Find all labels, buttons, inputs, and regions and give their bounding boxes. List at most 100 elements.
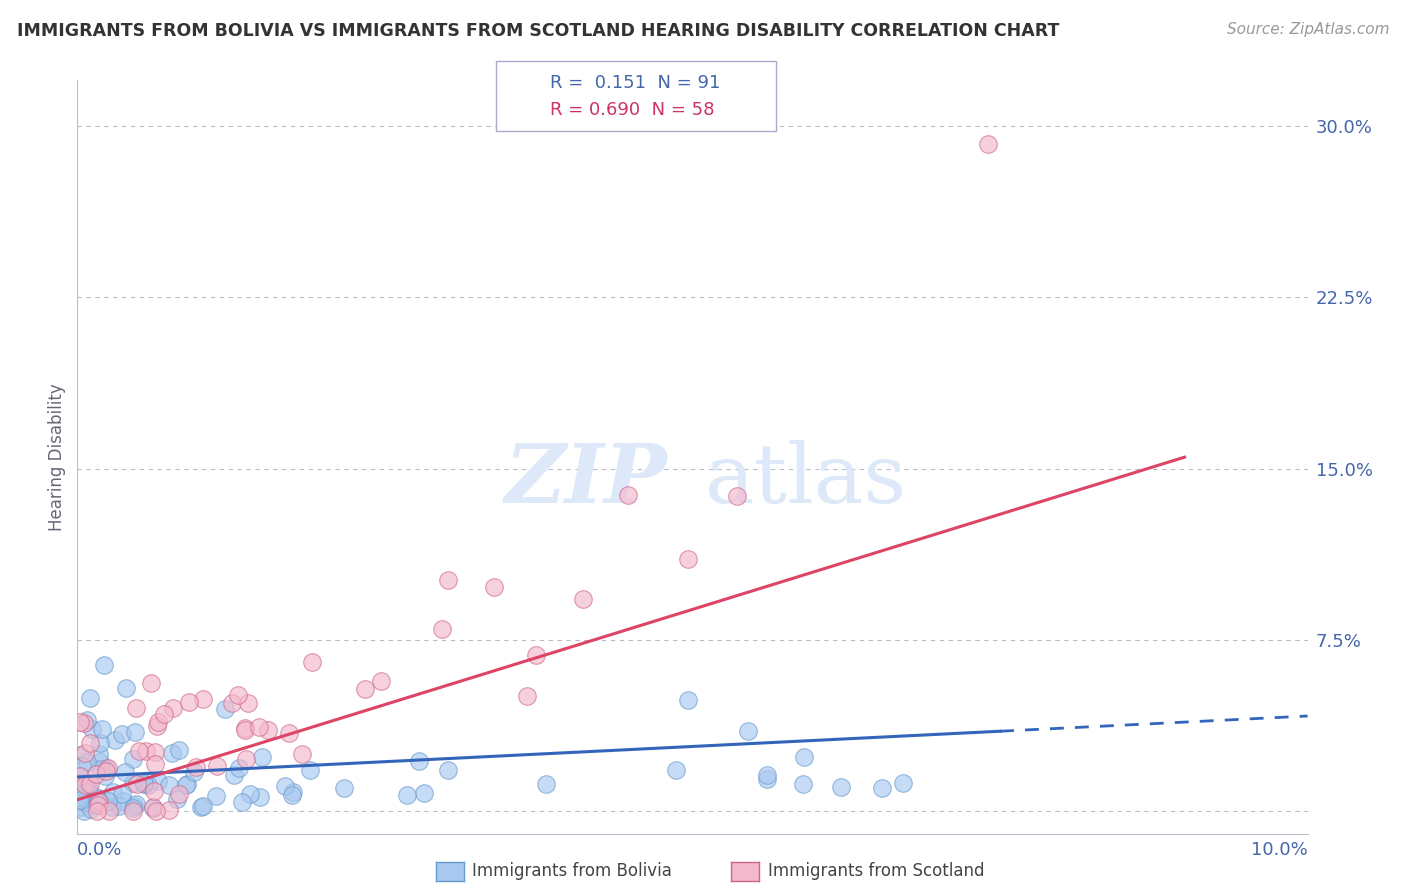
Point	[127, 777, 149, 791]
Point	[236, 696, 259, 710]
Point	[86, 798, 108, 813]
Point	[191, 799, 214, 814]
Point	[89, 762, 111, 776]
Point	[80, 802, 103, 816]
Point	[162, 701, 184, 715]
Point	[616, 488, 638, 502]
Point	[90, 722, 112, 736]
Point	[69, 769, 91, 783]
Point	[153, 707, 176, 722]
Text: atlas: atlas	[704, 440, 907, 520]
Point	[228, 761, 250, 775]
Point	[97, 794, 120, 808]
Point	[977, 137, 1000, 152]
Point	[482, 580, 505, 594]
Point	[112, 794, 135, 808]
Point	[166, 792, 188, 806]
Point	[125, 701, 148, 715]
Point	[676, 692, 699, 706]
Point	[122, 752, 145, 766]
Text: IMMIGRANTS FROM BOLIVIA VS IMMIGRANTS FROM SCOTLAND HEARING DISABILITY CORRELATI: IMMIGRANTS FROM BOLIVIA VS IMMIGRANTS FR…	[17, 22, 1059, 40]
Point	[121, 776, 143, 790]
Point	[157, 803, 180, 817]
Point	[870, 781, 893, 796]
Text: 10.0%: 10.0%	[1251, 841, 1308, 859]
Point	[190, 800, 212, 814]
Point	[792, 777, 814, 791]
Point	[176, 777, 198, 791]
Point	[87, 747, 110, 761]
Text: R = 0.690  N = 58: R = 0.690 N = 58	[550, 101, 714, 119]
Point	[534, 777, 557, 791]
Point	[79, 786, 101, 800]
Point	[224, 767, 246, 781]
Point	[524, 648, 547, 663]
Point	[891, 776, 914, 790]
Point	[96, 761, 118, 775]
Point	[257, 723, 280, 738]
Point	[69, 714, 91, 729]
Point	[247, 720, 270, 734]
Point	[96, 764, 118, 778]
Point	[354, 681, 377, 696]
Point	[70, 759, 93, 773]
Point	[277, 726, 299, 740]
Point	[73, 716, 96, 731]
Point	[101, 785, 124, 799]
Point	[143, 757, 166, 772]
Point	[191, 691, 214, 706]
Point	[79, 691, 101, 706]
Point	[86, 804, 108, 818]
Point	[86, 794, 108, 808]
Point	[142, 801, 165, 815]
Point	[79, 777, 101, 791]
Point	[235, 752, 257, 766]
Point	[412, 786, 434, 800]
Point	[80, 722, 103, 736]
Point	[249, 790, 271, 805]
Point	[128, 744, 150, 758]
Point	[183, 765, 205, 780]
Point	[145, 804, 167, 818]
Point	[142, 799, 165, 814]
Point	[755, 772, 778, 786]
Point	[141, 676, 163, 690]
Point	[69, 747, 91, 762]
Point	[124, 725, 146, 739]
Point	[104, 732, 127, 747]
Point	[221, 696, 243, 710]
Point	[430, 622, 453, 636]
Point	[239, 787, 262, 801]
Point	[122, 798, 145, 813]
Point	[69, 793, 91, 807]
Point	[214, 702, 236, 716]
Point	[111, 726, 134, 740]
Point	[793, 749, 815, 764]
Point	[87, 792, 110, 806]
Point	[73, 747, 96, 761]
Text: 0.0%: 0.0%	[77, 841, 122, 859]
Point	[75, 778, 97, 792]
Point	[124, 797, 146, 811]
Point	[143, 745, 166, 759]
Point	[69, 769, 91, 783]
Point	[93, 658, 115, 673]
Point	[186, 760, 208, 774]
Point	[146, 719, 169, 733]
Point	[132, 776, 155, 790]
Point	[111, 788, 134, 802]
Point	[70, 785, 93, 799]
Point	[84, 767, 107, 781]
Point	[79, 736, 101, 750]
Point	[233, 721, 256, 735]
Point	[160, 746, 183, 760]
Text: Immigrants from Scotland: Immigrants from Scotland	[768, 863, 984, 880]
Point	[830, 780, 852, 794]
Point	[146, 714, 169, 729]
Point	[205, 789, 228, 803]
Point	[89, 795, 111, 809]
Point	[395, 789, 418, 803]
Point	[76, 779, 98, 793]
Text: R =  0.151  N = 91: R = 0.151 N = 91	[550, 74, 720, 92]
Point	[98, 804, 121, 818]
